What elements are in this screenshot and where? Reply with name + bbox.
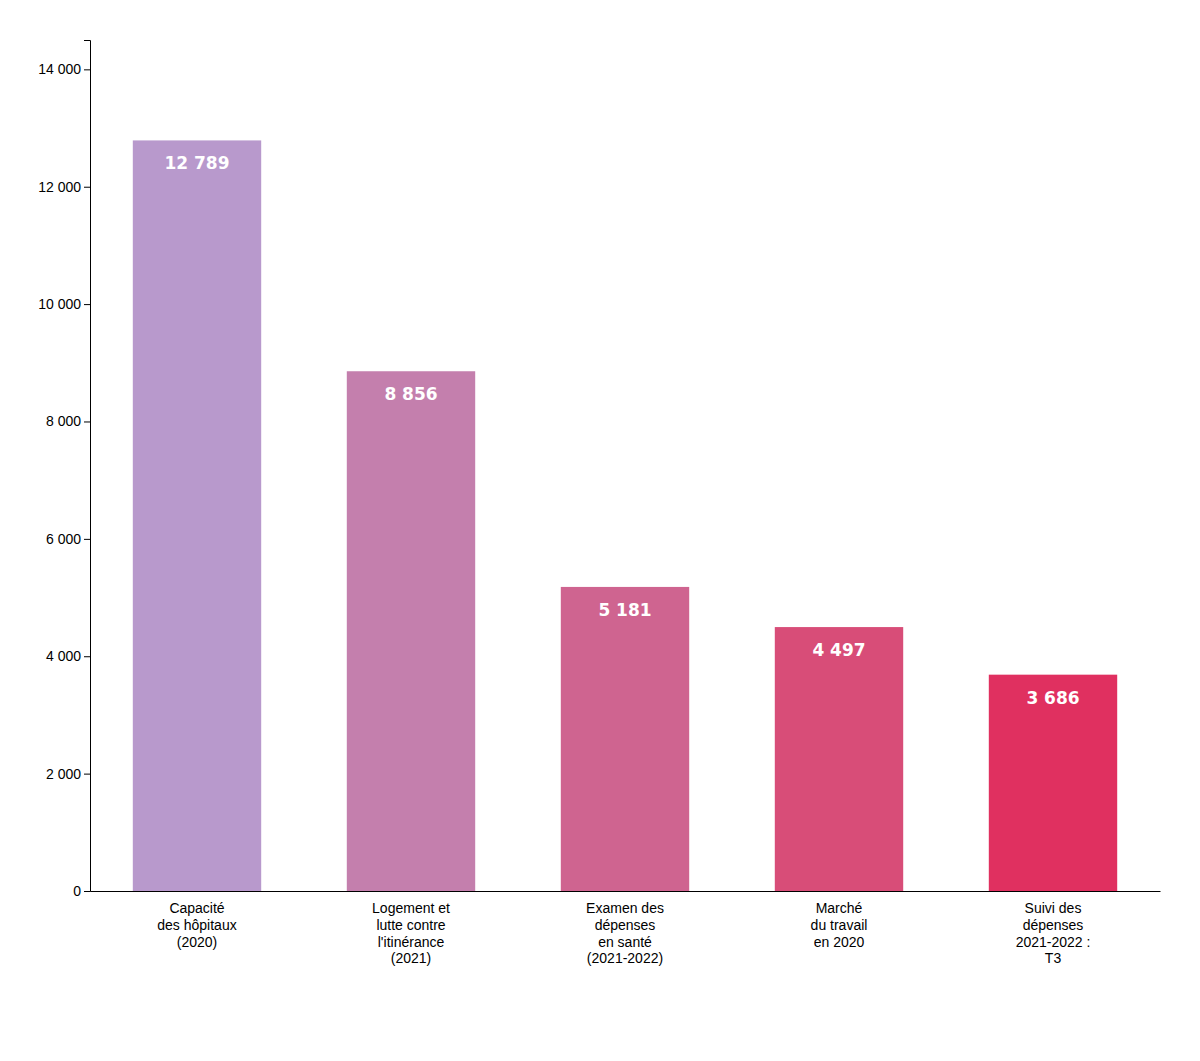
tick-label-line: en 2020 bbox=[814, 934, 865, 950]
tick-label: 2 000 bbox=[46, 766, 81, 782]
tick-label: 10 000 bbox=[38, 296, 81, 312]
data-label: 8 856 bbox=[384, 384, 437, 404]
tick-label-line: dépenses bbox=[1023, 917, 1084, 933]
axis-line bbox=[84, 41, 91, 892]
bars bbox=[133, 140, 1117, 891]
tick: 6 000 bbox=[46, 531, 90, 547]
tick-label-line: Logement et bbox=[372, 900, 450, 916]
tick: 4 000 bbox=[46, 648, 90, 664]
tick-label: Examen desdépensesen santé(2021-2022) bbox=[586, 900, 664, 966]
tick: Logement etlutte contrel'itinérance(2021… bbox=[372, 900, 450, 966]
tick: Examen desdépensesen santé(2021-2022) bbox=[586, 900, 664, 966]
tick: Capacitédes hôpitaux(2020) bbox=[157, 900, 236, 950]
tick-label-line: Marché bbox=[816, 900, 863, 916]
tick: 10 000 bbox=[38, 296, 90, 312]
bar bbox=[989, 675, 1117, 891]
tick-label: 14 000 bbox=[38, 61, 81, 77]
x-axis: Capacitédes hôpitaux(2020) Logement etlut… bbox=[91, 892, 1161, 967]
tick-label-line: Examen des bbox=[586, 900, 664, 916]
tick-label: 0 bbox=[73, 883, 81, 899]
tick: Marchédu travailen 2020 bbox=[811, 900, 868, 950]
tick: 2 000 bbox=[46, 766, 90, 782]
tick-label: 6 000 bbox=[46, 531, 81, 547]
tick-mark bbox=[84, 304, 90, 305]
tick-label-line: dépenses bbox=[595, 917, 656, 933]
plot: 0 2 000 4 000 6 000 8 000 10 000 12 000 14 000 C… bbox=[38, 41, 1160, 967]
tick-label-line: du travail bbox=[811, 917, 868, 933]
tick-mark bbox=[84, 421, 90, 422]
y-axis: 0 2 000 4 000 6 000 8 000 10 000 12 000 14 000 bbox=[38, 41, 90, 899]
tick-label-line: T3 bbox=[1045, 950, 1062, 966]
tick-label: Marchédu travailen 2020 bbox=[811, 900, 868, 950]
data-label: 3 686 bbox=[1026, 688, 1079, 708]
tick-label-line: lutte contre bbox=[376, 917, 445, 933]
chart: 0 2 000 4 000 6 000 8 000 10 000 12 000 14 000 C… bbox=[0, 0, 1200, 1061]
tick-label-line: Suivi des bbox=[1025, 900, 1082, 916]
tick-label-line: en santé bbox=[598, 934, 652, 950]
tick: 14 000 bbox=[38, 61, 90, 77]
tick-mark bbox=[84, 656, 90, 657]
tick: Suivi desdépenses2021-2022 :T3 bbox=[1016, 900, 1091, 966]
data-label: 12 789 bbox=[164, 153, 229, 173]
tick-label: 12 000 bbox=[38, 179, 81, 195]
data-label: 4 497 bbox=[812, 640, 865, 660]
tick-label-line: (2021-2022) bbox=[587, 950, 663, 966]
tick-label-line: 2021-2022 : bbox=[1016, 934, 1091, 950]
tick-label-line: Capacité bbox=[169, 900, 224, 916]
bar bbox=[775, 627, 903, 891]
tick: 8 000 bbox=[46, 413, 90, 429]
tick-label-line: des hôpitaux bbox=[157, 917, 236, 933]
tick-mark bbox=[84, 69, 90, 70]
tick-mark bbox=[84, 774, 90, 775]
tick-label: Capacitédes hôpitaux(2020) bbox=[157, 900, 236, 950]
tick-label: Logement etlutte contrel'itinérance(2021… bbox=[372, 900, 450, 966]
tick-label: 8 000 bbox=[46, 413, 81, 429]
data-label: 5 181 bbox=[598, 600, 651, 620]
tick-label-line: (2021) bbox=[391, 950, 431, 966]
tick-mark bbox=[84, 187, 90, 188]
tick-label-line: l'itinérance bbox=[378, 934, 445, 950]
tick-label-line: (2020) bbox=[177, 934, 217, 950]
tick-mark bbox=[84, 891, 90, 892]
tick: 12 000 bbox=[38, 179, 90, 195]
tick-label: 4 000 bbox=[46, 648, 81, 664]
tick-mark bbox=[84, 539, 90, 540]
bar bbox=[561, 587, 689, 891]
axis-line bbox=[91, 891, 1161, 892]
tick-label: Suivi desdépenses2021-2022 :T3 bbox=[1016, 900, 1091, 966]
tick: 0 bbox=[73, 883, 90, 899]
bar bbox=[347, 371, 475, 891]
data-labels: 12 789 8 856 5 181 4 497 3 686 bbox=[164, 153, 1079, 707]
bar bbox=[133, 140, 261, 891]
